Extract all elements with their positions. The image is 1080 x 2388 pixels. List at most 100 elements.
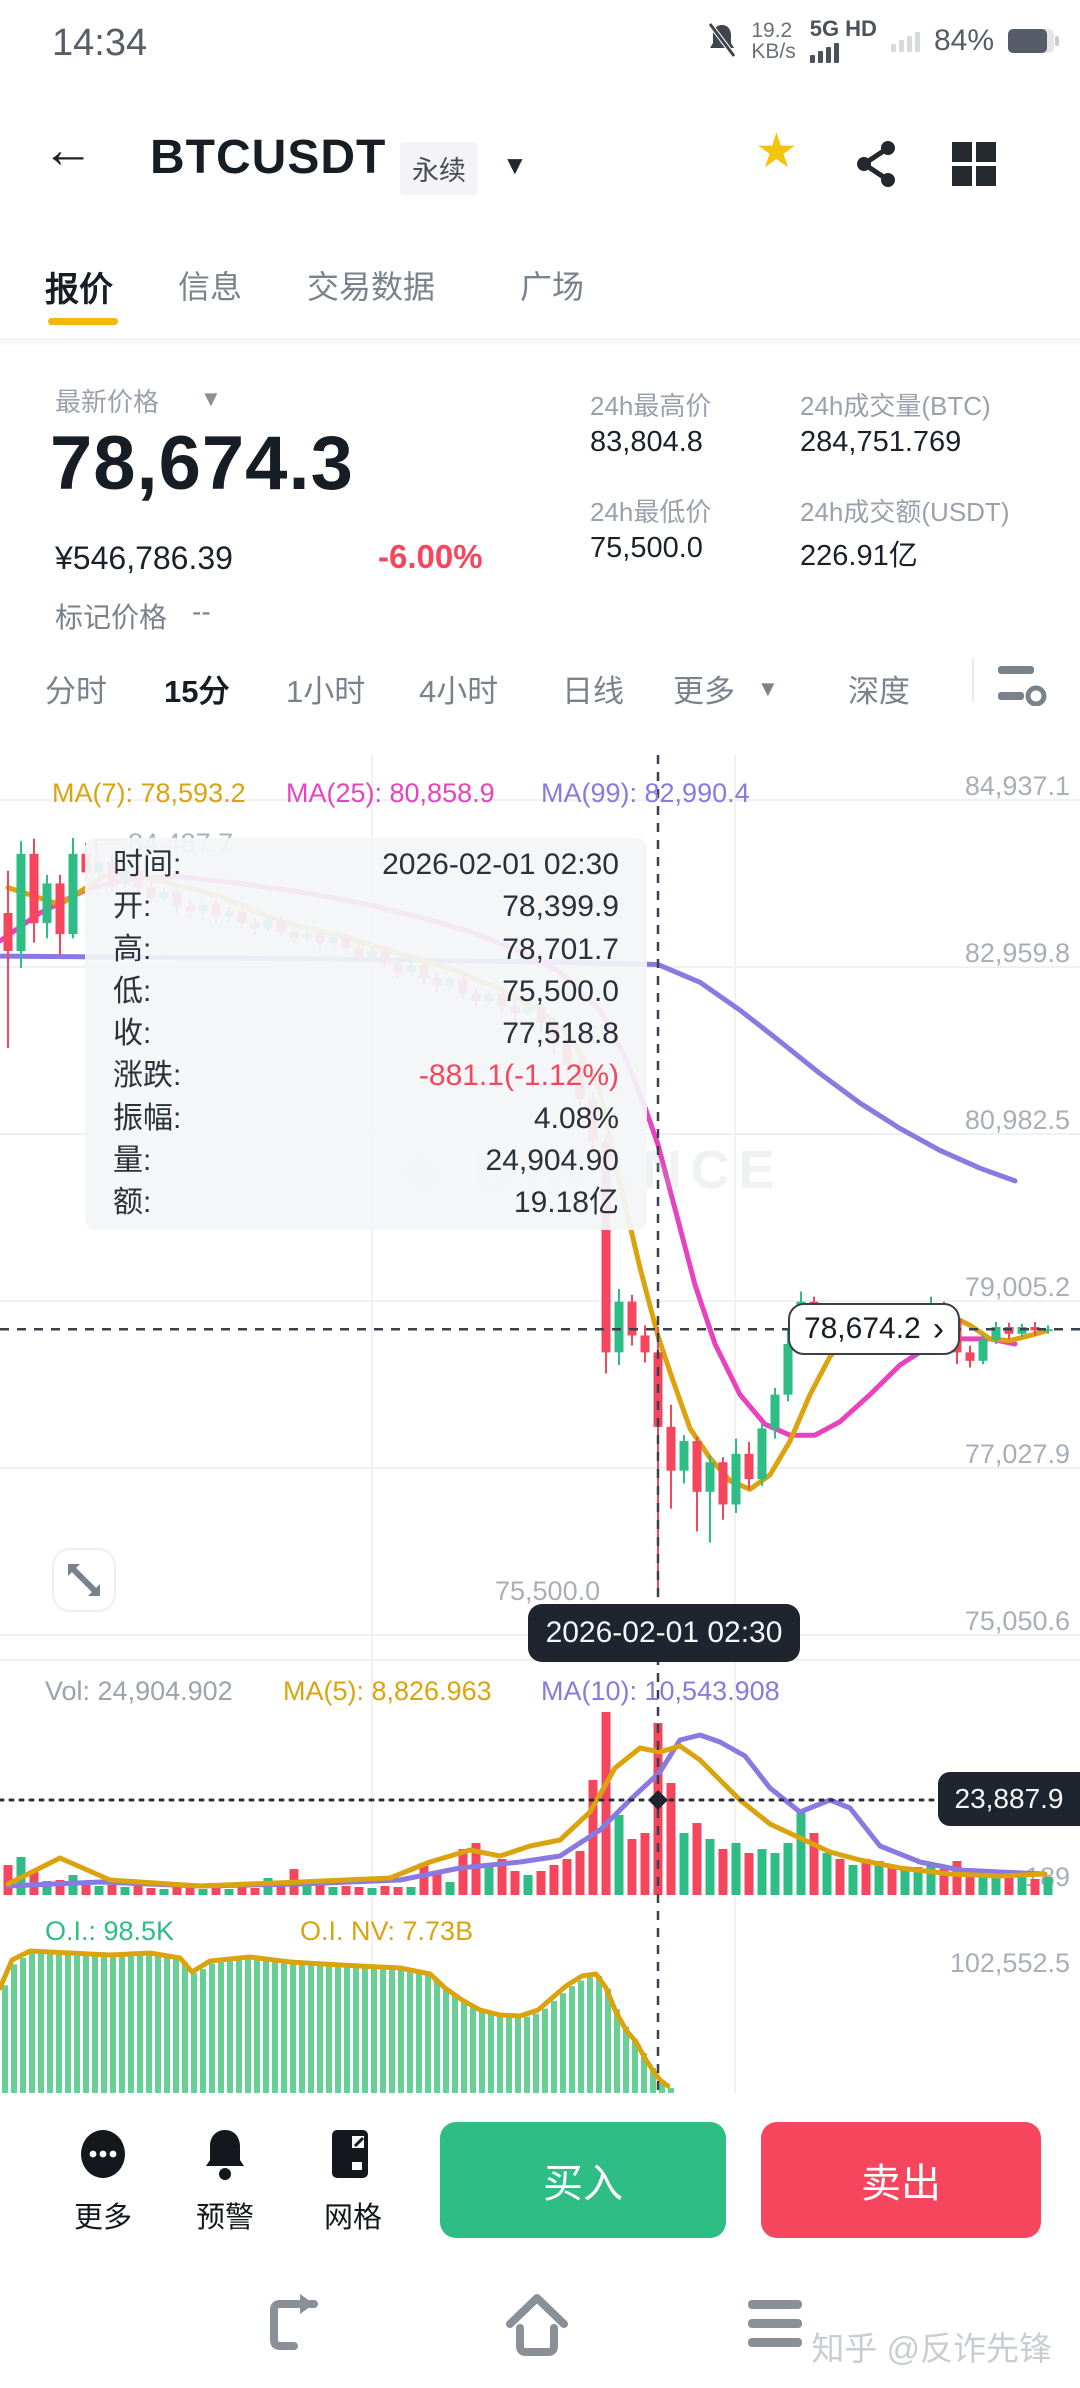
oi-bar xyxy=(101,1956,107,2093)
chart-settings-icon[interactable] xyxy=(996,662,1048,706)
volume-bar xyxy=(497,1859,507,1895)
oi-bar xyxy=(533,2013,539,2093)
tf-more-caret-icon[interactable]: ▼ xyxy=(757,676,779,701)
tf-minute[interactable]: 分时 xyxy=(45,674,107,709)
mark-price-label: 标记价格 xyxy=(55,602,168,633)
volume-bar xyxy=(809,1833,819,1895)
oi-bar xyxy=(425,1975,431,2093)
volume-bar xyxy=(575,1851,585,1895)
tf-4h[interactable]: 4小时 xyxy=(419,674,499,709)
oi-bar xyxy=(317,1965,323,2093)
vol-ma5-line xyxy=(5,1743,1048,1889)
more-icon[interactable] xyxy=(72,2128,134,2180)
share-icon[interactable] xyxy=(850,136,906,192)
stat-turnover-value: 226.91亿 xyxy=(800,540,918,572)
volume-bar xyxy=(94,1886,104,1895)
oi-bar xyxy=(47,1953,53,2093)
grid-button[interactable]: 网格 xyxy=(323,2202,382,2234)
oi-bar xyxy=(344,1967,350,2093)
tooltip-row: 额: 19.18亿 xyxy=(113,1188,619,1218)
oi-bar xyxy=(587,1977,593,2093)
tooltip-value: -881.1(-1.12%) xyxy=(418,1059,619,1093)
volume-bar xyxy=(640,1833,650,1895)
favorite-star-icon[interactable]: ★ xyxy=(755,125,799,178)
volume-bar xyxy=(185,1888,195,1895)
volume-bar xyxy=(3,1865,13,1895)
oi-bar xyxy=(578,1980,584,2093)
volume-bar xyxy=(120,1887,130,1895)
tf-1h[interactable]: 1小时 xyxy=(286,674,366,709)
sell-button[interactable]: 卖出 xyxy=(761,2122,1041,2238)
buy-button[interactable]: 买入 xyxy=(440,2122,726,2238)
tab-info[interactable]: 信息 xyxy=(178,269,243,305)
volume-bar xyxy=(744,1853,754,1895)
oi-bar xyxy=(389,1969,395,2093)
nav-back-icon[interactable] xyxy=(262,2292,332,2358)
candle-body xyxy=(991,1327,1001,1340)
oi-bar xyxy=(29,1953,35,2093)
crosshair-time-tag: 2026-02-01 02:30 xyxy=(528,1604,800,1662)
alert-bell-icon[interactable] xyxy=(196,2126,254,2182)
volume-bar xyxy=(159,1889,169,1895)
grid-layout-icon[interactable] xyxy=(948,138,1000,190)
volume-bar xyxy=(822,1853,832,1895)
tab-trading-data[interactable]: 交易数据 xyxy=(307,269,436,305)
symbol-dropdown-caret-icon[interactable]: ▼ xyxy=(502,150,528,180)
nav-home-icon[interactable] xyxy=(502,2290,572,2358)
tooltip-row: 低: 75,500.0 xyxy=(113,976,619,1007)
volume-bar xyxy=(198,1889,208,1895)
grid-trading-icon[interactable] xyxy=(326,2126,380,2182)
candle-body xyxy=(705,1462,715,1492)
candle-body xyxy=(29,853,39,924)
oi-bar xyxy=(209,1963,215,2093)
oi-bar xyxy=(335,1966,341,2093)
last-price-label[interactable]: 最新价格 xyxy=(55,387,160,417)
alert-button[interactable]: 预警 xyxy=(195,2202,254,2234)
volume-bar xyxy=(315,1885,325,1895)
oi-bar xyxy=(191,1972,197,2093)
status-time: 14:34 xyxy=(52,22,148,64)
mark-price-value: -- xyxy=(192,596,211,627)
candle-body xyxy=(718,1462,728,1505)
oi-bar xyxy=(290,1964,296,2093)
nav-menu-icon[interactable] xyxy=(742,2294,808,2354)
signal-bars-icon xyxy=(809,43,839,63)
oi-bar xyxy=(11,1964,17,2093)
tf-depth[interactable]: 深度 xyxy=(848,674,910,709)
tab-quotes[interactable]: 报价 xyxy=(45,271,113,309)
fullscreen-button[interactable] xyxy=(52,1548,116,1612)
candle-body xyxy=(614,1301,624,1353)
tab-square[interactable]: 广场 xyxy=(520,269,585,305)
stat-high-value: 83,804.8 xyxy=(590,426,703,458)
oi-bar xyxy=(83,1955,89,2093)
oi-bar xyxy=(110,1957,116,2093)
oi-bar xyxy=(560,1993,566,2093)
last-price-caret-icon[interactable]: ▼ xyxy=(200,386,222,411)
volume-bar xyxy=(211,1887,221,1895)
tf-15m[interactable]: 15分 xyxy=(164,674,230,709)
back-button[interactable]: ← xyxy=(42,121,94,179)
more-button[interactable]: 更多 xyxy=(73,2202,132,2234)
oi-label: O.I.: 98.5K xyxy=(45,1916,175,1946)
oi-bar xyxy=(461,2001,467,2093)
oi-bar xyxy=(254,1959,260,2093)
volume-bar xyxy=(900,1869,910,1895)
oi-bar xyxy=(218,1962,224,2093)
network-type: 5G HD xyxy=(809,18,877,63)
volume-bar xyxy=(770,1853,780,1895)
volume-bar xyxy=(1030,1879,1040,1895)
volume-bar xyxy=(835,1859,845,1895)
volume-bar xyxy=(471,1843,481,1895)
volume-bar xyxy=(328,1887,338,1895)
signal-bars-secondary-icon xyxy=(890,32,920,52)
last-price-tag[interactable]: 78,674.2 › xyxy=(788,1303,960,1356)
tf-more[interactable]: 更多 xyxy=(673,674,735,709)
candle-body xyxy=(965,1352,975,1361)
volume-bar xyxy=(367,1888,377,1895)
fiat-price: ¥546,786.39 xyxy=(55,540,233,576)
tf-daily[interactable]: 日线 xyxy=(562,674,624,709)
symbol-title[interactable]: BTCUSDT xyxy=(150,131,387,184)
oi-bar xyxy=(605,1988,611,2093)
volume-bar xyxy=(1043,1877,1053,1895)
